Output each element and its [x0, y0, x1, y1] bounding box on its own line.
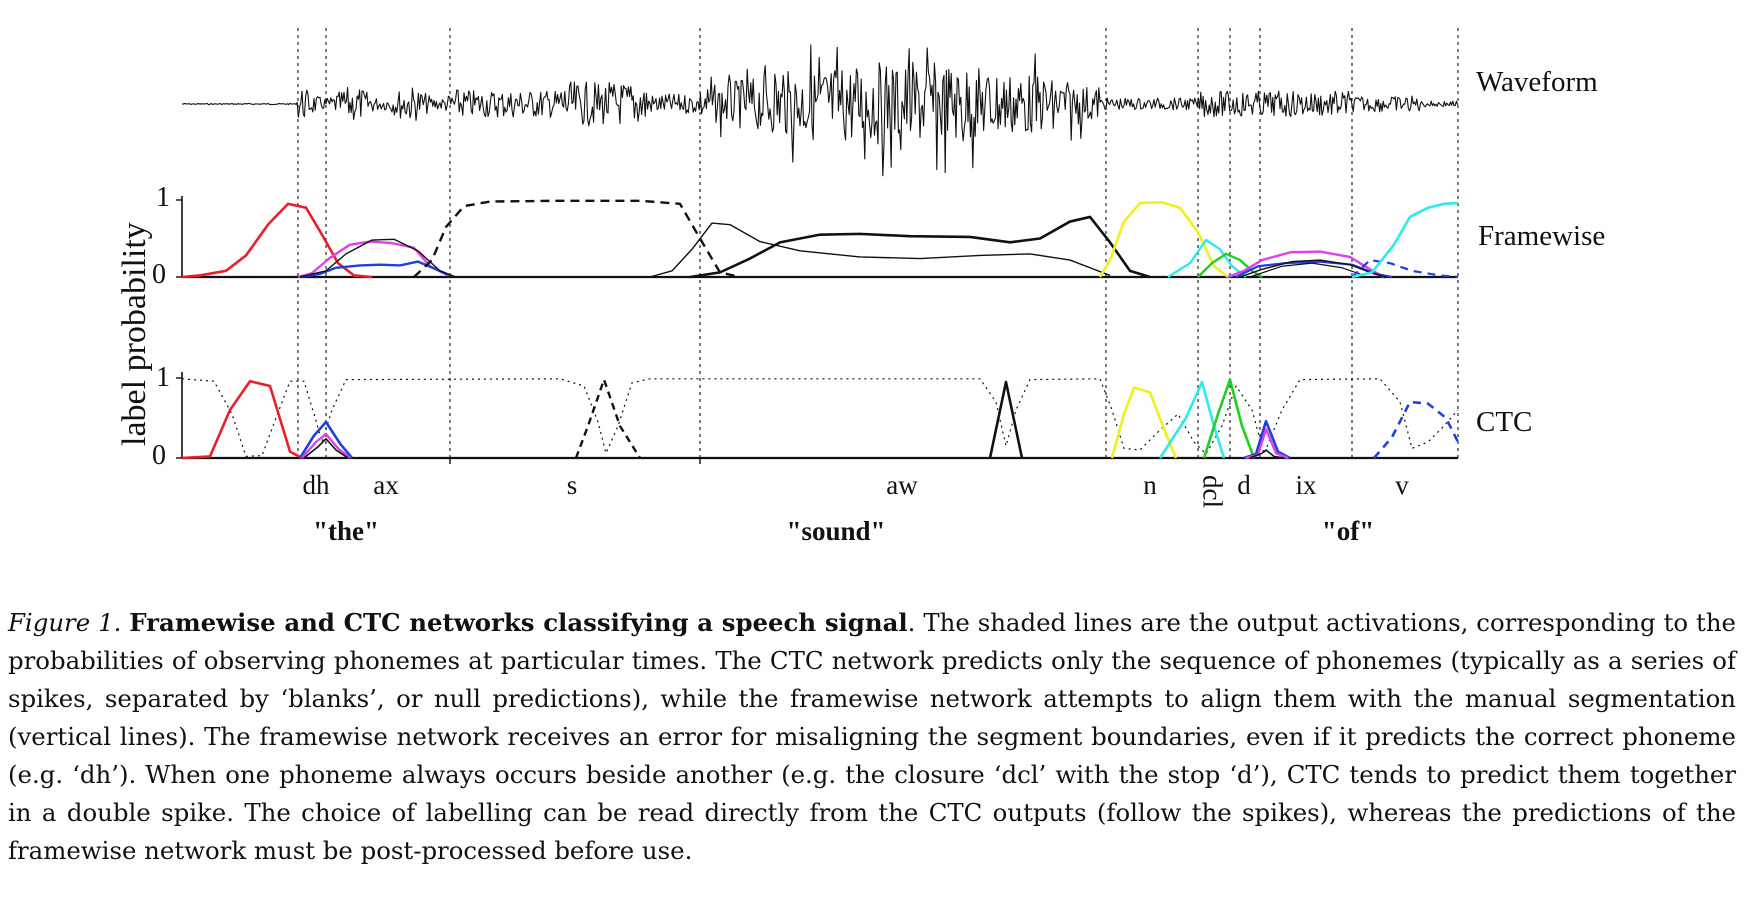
caption-title: Framewise and CTC networks classifying a… [129, 608, 908, 637]
ctc-spike-d [1202, 378, 1256, 459]
phoneme-label: ax [373, 470, 399, 500]
framewise-curve-v-blue [1351, 258, 1459, 279]
framewise-curve-n [1098, 201, 1229, 279]
phoneme-label: d [1237, 470, 1251, 500]
y-axis-label: label probability [116, 222, 153, 446]
framewise-label: Framewise [1478, 220, 1606, 252]
ctc-spike-ax-magenta [301, 432, 351, 459]
caption-body: . The shaded lines are the output activa… [8, 608, 1736, 865]
framewise-tick-1: 1 [156, 182, 170, 213]
figure-caption: Figure 1. Framewise and CTC networks cla… [8, 604, 1736, 870]
phoneme-label: n [1143, 470, 1157, 500]
framewise-curve-dcl [1167, 238, 1247, 279]
framewise-curve-ix [1227, 250, 1385, 279]
figure-graphic [176, 28, 1460, 464]
waveform-line [181, 44, 1459, 177]
ctc-spike-s [574, 378, 642, 459]
framewise-curve-ax-blue [299, 260, 451, 279]
ctc-tick-1: 1 [156, 362, 170, 393]
figure-panel: Waveform Framewise CTC label probability… [116, 28, 1606, 546]
ctc-label: CTC [1476, 406, 1533, 438]
word-label: "of" [1321, 516, 1375, 546]
phoneme-label: dh [302, 470, 330, 500]
word-label: "the" [313, 516, 379, 546]
framewise-curve-aw [689, 215, 1151, 279]
framewise-curve-s [413, 199, 741, 279]
caption-number: Figure 1. [8, 608, 122, 637]
waveform-label: Waveform [1476, 66, 1598, 98]
ctc-tick-0: 0 [152, 440, 166, 471]
ctc-spike-v [1373, 400, 1460, 459]
framewise-tick-0: 0 [152, 259, 166, 290]
ctc-spike-dh [181, 379, 303, 460]
word-label: "sound" [786, 516, 886, 546]
phoneme-label: v [1395, 470, 1409, 500]
ctc-spike-ax-black [303, 437, 349, 459]
framewise-curve-aw-thin [649, 222, 1111, 278]
ctc-spike-aw [988, 380, 1024, 459]
ctc-spike-n [1110, 386, 1178, 459]
framewise-curve-v [1351, 201, 1459, 279]
ctc-spike-ix-black [1249, 449, 1285, 459]
ctc-spike-ax-blue [298, 420, 353, 459]
phoneme-label: dcl [1197, 475, 1228, 508]
phoneme-label: aw [886, 470, 918, 500]
phoneme-label: s [566, 470, 578, 500]
ctc-spike-dcl [1158, 380, 1226, 459]
ctc-curve-blank [181, 378, 1459, 457]
framewise-curve-ix-black-2 [1249, 262, 1363, 278]
phoneme-label: ix [1295, 470, 1317, 500]
framewise-curve-ax-black [299, 238, 457, 278]
